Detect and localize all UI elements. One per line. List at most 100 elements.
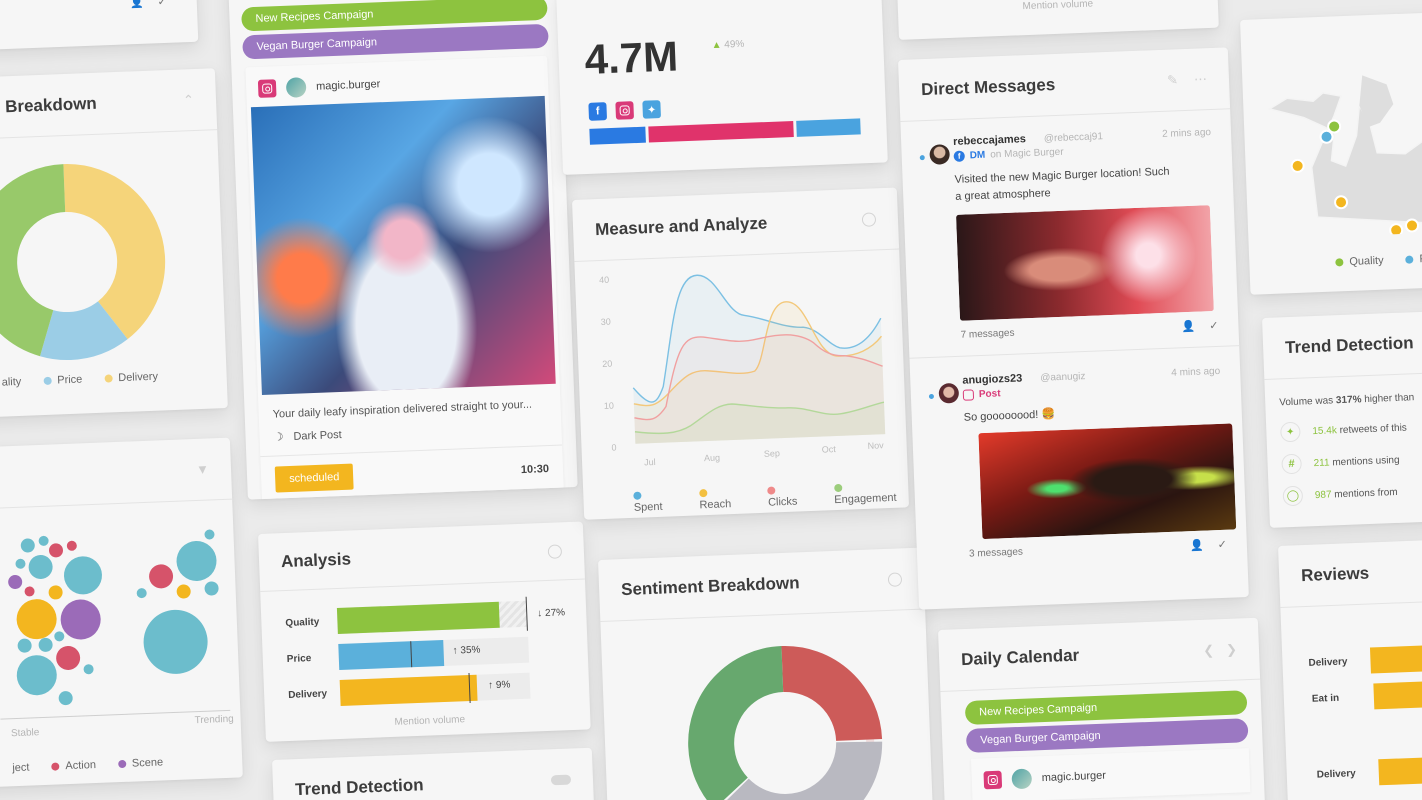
- hashtag-icon: #: [1281, 453, 1303, 475]
- message-channel: Post: [978, 388, 1001, 401]
- calendar-post[interactable]: magic.burger: [970, 748, 1251, 800]
- message-handle: @rebeccaj91: [1043, 131, 1104, 145]
- card-title: Trend Detection: [1284, 332, 1414, 357]
- message-channel-suffix: on Magic Burger: [990, 146, 1064, 161]
- twitter-icon[interactable]: ✦: [642, 100, 661, 119]
- card-title: Measure and Analyze: [594, 213, 768, 239]
- check-icon[interactable]: ✓: [1209, 319, 1219, 333]
- info-icon[interactable]: [547, 543, 563, 559]
- chevron-up-icon[interactable]: ⌃: [182, 91, 195, 107]
- analysis-card: Analysis Quality ↓ 27% Price ↑ 35%: [258, 521, 591, 742]
- chart-legend: Spent Reach Clicks Engagement: [633, 479, 909, 514]
- facebook-icon[interactable]: f: [588, 102, 608, 121]
- legend-item: ality: [1, 375, 22, 389]
- svg-text:Sep: Sep: [764, 448, 780, 459]
- message-user[interactable]: rebeccajames: [952, 133, 1027, 148]
- legend-item-clicks[interactable]: Clicks: [767, 483, 810, 509]
- more-icon[interactable]: ⋯: [1193, 70, 1208, 87]
- instagram-icon: [962, 389, 975, 401]
- check-icon[interactable]: ✓: [1217, 538, 1228, 552]
- trend-detection-card-bottom: Trend Detection: [272, 747, 595, 800]
- trend-detection-card: Trend Detection Volume was 317% higher t…: [1262, 310, 1422, 528]
- legend-item: Action: [51, 759, 96, 773]
- edit-icon[interactable]: ✎: [1166, 71, 1179, 88]
- breakdown-donut-chart: [0, 164, 166, 361]
- message-item[interactable]: anugiozs23 @aanugiz 4 mins ago Post So g…: [909, 346, 1247, 577]
- message-image[interactable]: [978, 423, 1237, 540]
- card-title: Daily Calendar: [960, 645, 1080, 669]
- avatar: [285, 77, 307, 98]
- legend-item-reach[interactable]: Reach: [698, 486, 745, 511]
- axis-label: Mention volume: [1022, 0, 1094, 13]
- trend-item: # 211 mentions using: [1281, 442, 1422, 481]
- trend-item: ✦ 15.4k retweets of this: [1280, 410, 1422, 449]
- legend-item: Delivery: [104, 371, 158, 385]
- svg-text:Nov: Nov: [867, 440, 884, 451]
- check-icon[interactable]: ✓: [157, 0, 167, 9]
- daily-calendar-card: Daily Calendar ❮ ❯ New Recipes Campaign …: [938, 617, 1266, 800]
- unread-dot: [919, 155, 925, 161]
- moon-icon: ☽: [273, 431, 284, 444]
- legend-item-spent[interactable]: Spent: [633, 488, 676, 514]
- message-time: 2 mins ago: [1161, 127, 1212, 140]
- map-card: Quality Pri: [1240, 11, 1422, 295]
- toggle-switch[interactable]: [550, 774, 572, 785]
- legend-item: Pri: [1405, 253, 1422, 266]
- svg-text:10: 10: [604, 401, 614, 411]
- assign-user-icon[interactable]: 👤: [1181, 320, 1196, 334]
- card-title: Trend Detection: [294, 774, 424, 799]
- axis-label: Mention volume: [394, 714, 466, 728]
- twitter-icon: ✦: [1280, 421, 1301, 443]
- account-name: magic.burger: [315, 78, 381, 93]
- card-title: Sentiment Breakdown: [620, 572, 800, 599]
- instagram-icon: [257, 79, 277, 98]
- sentiment-breakdown-card: Sentiment Breakdown: [598, 547, 934, 800]
- campaign-pill[interactable]: Vegan Burger Campaign: [965, 718, 1249, 753]
- user-icon[interactable]: 👤: [129, 0, 144, 10]
- mention-volume-fragment: Mention volume: [896, 0, 1219, 40]
- unread-dot: [928, 393, 935, 400]
- axis-end-label: Trending: [194, 713, 234, 727]
- post-preview-card: New Recipes Campaign Vegan Burger Campai…: [228, 0, 578, 500]
- message-time: 4 mins ago: [1171, 365, 1221, 379]
- svg-text:20: 20: [602, 359, 612, 369]
- message-count: 7 messages: [960, 327, 1015, 341]
- svg-text:30: 30: [601, 317, 611, 327]
- reach-card: 4.7M ▲ 49% f ✦: [556, 0, 888, 175]
- assign-user-icon[interactable]: 👤: [1189, 539, 1204, 553]
- post-type: Dark Post: [293, 428, 342, 443]
- bubble-legend: ject Action Scene: [12, 756, 163, 774]
- map-legend: Quality Pri: [1335, 253, 1422, 269]
- message-item[interactable]: rebeccajames @rebeccaj91 2 mins ago f DM…: [900, 109, 1240, 359]
- card-title: Analysis: [280, 548, 352, 571]
- trend-item: ◯ 987 mentions from: [1282, 474, 1422, 513]
- review-row: Eat in: [1283, 678, 1422, 714]
- message-user[interactable]: anugiozs23: [962, 372, 1023, 387]
- facebook-icon: f: [953, 150, 965, 162]
- chevron-left-icon[interactable]: ❮: [1202, 641, 1215, 658]
- region-map: [1267, 75, 1422, 238]
- status-badge[interactable]: scheduled: [274, 463, 354, 493]
- avatar: [1011, 768, 1033, 790]
- info-icon[interactable]: [861, 211, 877, 227]
- message-text: Visited the new Magic Burger location! S…: [954, 165, 1170, 203]
- info-icon[interactable]: [887, 571, 903, 587]
- trend-list: ✦ 15.4k retweets of this # 211 mentions …: [1266, 405, 1422, 517]
- message-image[interactable]: [955, 205, 1214, 321]
- legend-item-engagement[interactable]: Engagement: [833, 479, 909, 506]
- post-image[interactable]: [250, 95, 556, 396]
- svg-text:Oct: Oct: [822, 444, 837, 455]
- legend-item: Quality: [1335, 255, 1384, 269]
- instagram-icon[interactable]: [615, 101, 635, 120]
- analysis-bars: Quality ↓ 27% Price ↑ 35% Delivery: [260, 579, 590, 732]
- message-handle: @aanugiz: [1040, 371, 1086, 384]
- axis-start-label: Stable: [10, 727, 40, 740]
- message-channel: DM: [969, 149, 986, 162]
- reach-change: ▲ 49%: [711, 38, 745, 52]
- filter-icon[interactable]: ▼: [195, 461, 210, 477]
- campaign-list: New Recipes Campaign Vegan Burger Campai…: [228, 0, 561, 60]
- calendar-campaigns: New Recipes Campaign Vegan Burger Campai…: [940, 680, 1262, 754]
- bubble-chart: [8, 529, 219, 706]
- message-count: 3 messages: [968, 546, 1024, 560]
- chevron-right-icon[interactable]: ❯: [1225, 641, 1238, 657]
